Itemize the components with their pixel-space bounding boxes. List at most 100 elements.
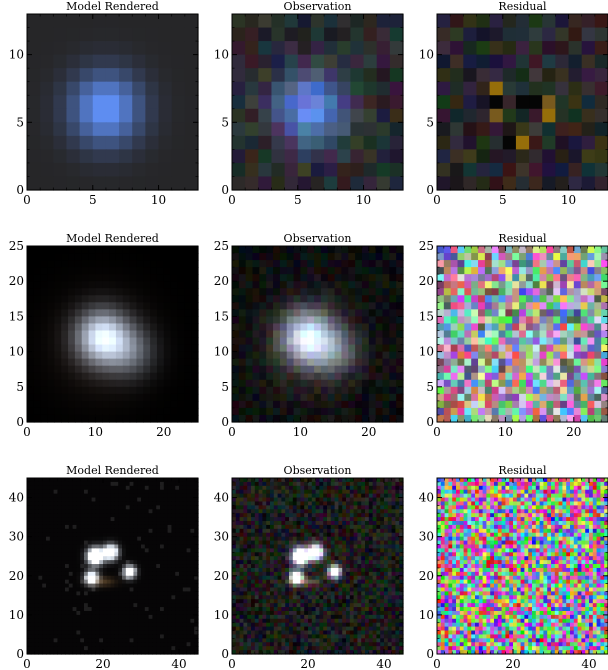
heatmap-cell: [170, 393, 179, 402]
heatmap-cell: [587, 274, 595, 282]
heatmap-cell: [95, 524, 100, 530]
heatmap-cell: [91, 540, 96, 546]
heatmap-cell: [80, 485, 85, 491]
heatmap-cell: [515, 149, 530, 164]
heatmap-cell: [182, 517, 188, 522]
heatmap-cell: [232, 295, 240, 303]
heatmap-cell: [156, 622, 161, 628]
heatmap-cell: [498, 379, 506, 388]
heatmap-cell: [38, 567, 43, 573]
heatmap-cell: [38, 638, 43, 643]
heatmap-cell: [382, 295, 390, 303]
heatmap-cell: [106, 618, 112, 624]
heatmap-cell: [300, 309, 308, 317]
heatmap-cell: [119, 54, 133, 69]
heatmap-cell: [150, 260, 158, 268]
heatmap-cell: [53, 591, 58, 596]
heatmap-cell: [179, 544, 184, 549]
heatmap-cell: [114, 501, 119, 506]
heatmap-cell: [171, 27, 186, 42]
heatmap-cell: [457, 309, 465, 317]
heatmap-cell: [122, 536, 127, 542]
heatmap-cell: [363, 162, 378, 178]
heatmap-cell: [348, 414, 356, 423]
heatmap-cell: [184, 108, 199, 123]
heatmap-cell: [307, 365, 315, 374]
heatmap-cell: [106, 626, 112, 632]
heatmap-cell: [184, 95, 199, 110]
heatmap-cell: [53, 478, 58, 483]
heatmap-cell: [156, 556, 161, 561]
heatmap-cell: [163, 548, 169, 553]
heatmap-cell: [115, 386, 124, 395]
heatmap-cell: [259, 253, 267, 261]
heatmap-cell: [27, 517, 32, 522]
heatmap-cell: [464, 267, 472, 275]
heatmap-cell: [529, 108, 543, 123]
heatmap-cell: [310, 54, 325, 69]
heatmap-cell: [88, 288, 96, 296]
heatmap-cell: [158, 81, 173, 96]
heatmap-cell: [99, 521, 104, 526]
heatmap-cell: [106, 532, 112, 538]
heatmap-cell: [167, 564, 172, 569]
heatmap-cell: [171, 575, 176, 581]
heatmap-cell: [46, 571, 51, 577]
heatmap-cell: [194, 567, 199, 573]
heatmap-cell: [68, 400, 76, 409]
heatmap-cell: [529, 149, 543, 164]
heatmap-cell: [143, 414, 151, 423]
heatmap-cell: [505, 414, 513, 423]
heatmap-cell: [103, 560, 108, 565]
heatmap-cell: [119, 176, 133, 191]
heatmap-cell: [546, 316, 554, 325]
heatmap-cell: [450, 358, 459, 367]
heatmap-cell: [307, 288, 315, 296]
heatmap-cell: [68, 564, 74, 569]
heatmap-cell: [68, 513, 74, 518]
heatmap-cell: [167, 478, 172, 483]
heatmap-cell: [163, 302, 172, 310]
heatmap-cell: [132, 68, 146, 83]
heatmap-cell: [484, 400, 493, 409]
heatmap-cell: [114, 524, 119, 530]
heatmap-cell: [65, 638, 70, 643]
heatmap-cell: [53, 560, 58, 565]
heatmap-cell: [341, 379, 349, 388]
heatmap-cell: [177, 323, 185, 332]
heatmap-cell: [232, 162, 246, 178]
heatmap-cell: [594, 358, 602, 367]
heatmap-cell: [109, 337, 117, 346]
heatmap-cell: [191, 323, 199, 332]
heatmap-cell: [375, 246, 384, 254]
heatmap-cell: [141, 583, 146, 589]
heatmap-cell: [118, 521, 123, 526]
heatmap-cell: [512, 260, 520, 268]
heatmap-cell: [76, 634, 81, 639]
heatmap-cell: [175, 599, 180, 604]
heatmap-cell: [103, 521, 108, 526]
heatmap-cell: [136, 407, 144, 416]
heatmap-cell: [327, 330, 336, 339]
heatmap-cell: [53, 626, 58, 632]
heatmap-cell: [118, 552, 123, 557]
heatmap-cell: [27, 393, 35, 402]
heatmap-cell: [177, 400, 185, 409]
heatmap-cell: [286, 372, 295, 381]
heatmap-cell: [106, 583, 112, 589]
heatmap-cell: [348, 246, 356, 254]
heatmap-cell: [34, 634, 39, 639]
heatmap-cell: [76, 552, 81, 557]
heatmap-cell: [46, 626, 51, 632]
heatmap-cell: [106, 630, 112, 636]
heatmap-cell: [33, 414, 42, 423]
panel-title: Observation: [284, 0, 352, 13]
heatmap-cell: [273, 302, 281, 310]
heatmap-cell: [66, 122, 81, 137]
heatmap-cell: [163, 571, 169, 577]
heatmap-cell: [177, 372, 185, 381]
heatmap-cell: [310, 108, 325, 123]
heatmap-cell: [555, 135, 570, 150]
heatmap-cell: [150, 267, 158, 275]
heatmap-cell: [194, 501, 199, 506]
